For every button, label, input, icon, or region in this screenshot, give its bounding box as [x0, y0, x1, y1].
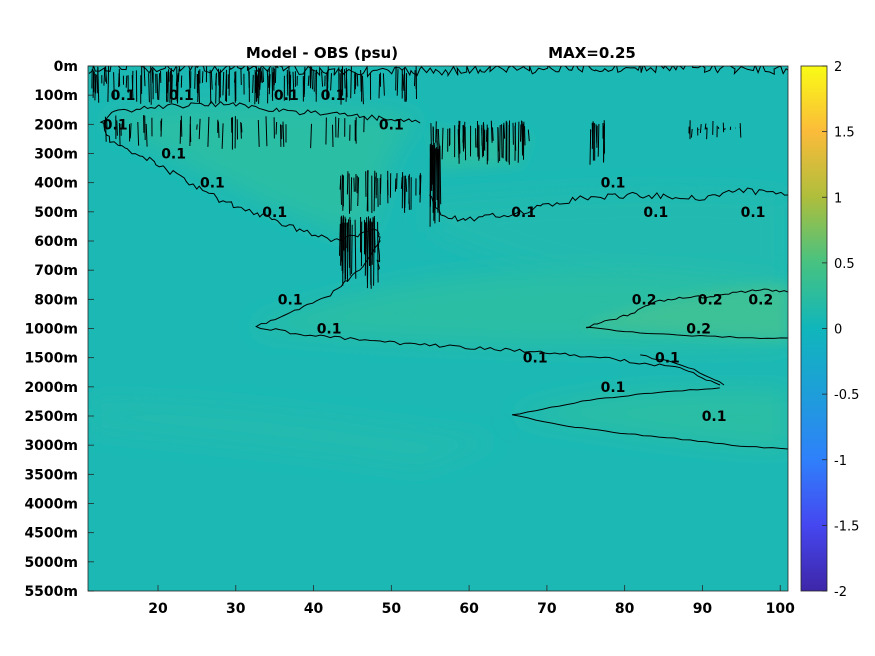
y-tick-label: 2000m: [24, 380, 78, 396]
y-tick-label: 500m: [34, 205, 78, 221]
contour-labels: 0.1 0.1 0.1 0.1 0.1 0.1 0.1 0.1 0.1 0.1 0.1 0.1 0.1 0…: [103, 88, 773, 425]
y-tick-label: 100m: [34, 88, 78, 104]
contour-label: 0.1: [262, 205, 287, 221]
colorbar-tick-label: -1.5: [834, 519, 859, 534]
contour-label: 0.1: [643, 205, 668, 221]
field-zone-max: [585, 285, 788, 340]
y-tick-label: 0m: [54, 59, 78, 75]
y-tick-label: 3500m: [24, 467, 78, 483]
contour-label: 0.1: [702, 409, 727, 425]
contour-label: 0.1: [523, 351, 548, 367]
x-tick-label: 30: [226, 601, 246, 617]
chart-title: Model - OBS (psu): [246, 44, 398, 62]
colorbar-axis: 2 1.5 1 0.5 0 -0.5 -1 -1.5 -2: [822, 60, 859, 600]
contour-label: 0.1: [321, 88, 346, 104]
y-axis: 0m 100m 200m 300m 400m 500m 600m 700m 800m 1000m 1…: [24, 59, 94, 600]
contour-label: 0.1: [317, 322, 342, 338]
contour-label: 0.1: [601, 176, 626, 192]
y-tick-label: 4500m: [24, 526, 78, 542]
y-tick-label: 5500m: [24, 584, 78, 600]
y-tick-label: 2500m: [24, 409, 78, 425]
contour-label: 0.1: [379, 117, 404, 133]
colorbar-tick-label: -0.5: [834, 388, 859, 403]
x-tick-label: 100: [766, 601, 795, 617]
contour-label: 0.1: [274, 88, 299, 104]
contour-label: 0.1: [655, 351, 680, 367]
contour-hatch-surface: [91, 66, 417, 105]
colorbar-tick-label: 0: [834, 323, 842, 338]
colorbar-tick-label: 0.5: [834, 257, 855, 272]
contour-hatch-box: [430, 120, 530, 165]
contour-lines: [88, 66, 788, 450]
contour-hatch-upper: [104, 115, 365, 150]
x-axis: 20 30 40 50 60 70 80 90 100: [148, 585, 795, 617]
max-label: MAX=0.25: [548, 44, 636, 62]
contour-label: 0.1: [111, 88, 136, 104]
x-tick-label: 70: [537, 601, 557, 617]
x-tick-label: 40: [304, 601, 324, 617]
contour-label: 0.2: [632, 292, 657, 308]
contour-0.1-bottom: [512, 387, 788, 450]
x-tick-label: 60: [459, 601, 479, 617]
contour-upper-left: [99, 100, 421, 271]
contour-label: 0.1: [161, 147, 186, 163]
contour-label: 0.1: [601, 380, 626, 396]
field-zone-bottom: [510, 388, 788, 450]
contour-label: 0.2: [748, 292, 773, 308]
plot-area: 0.1 0.1 0.1 0.1 0.1 0.1 0.1 0.1 0.1 0.1 0.1 0.1 0.1 0…: [88, 66, 788, 591]
y-tick-label: 400m: [34, 176, 78, 192]
y-tick-label: 1500m: [24, 351, 78, 367]
contour-0.1-right: [640, 354, 725, 386]
y-tick-label: 3000m: [24, 438, 78, 454]
y-tick-label: 300m: [34, 147, 78, 163]
x-tick-label: 20: [148, 601, 168, 617]
contour-hatch-column: [339, 215, 379, 289]
contour-label: 0.1: [741, 205, 766, 221]
colorbar-tick-label: 1.5: [834, 126, 855, 141]
field-zone-west: [88, 399, 500, 470]
field-shapes: [88, 103, 788, 470]
contour-surface: [88, 66, 788, 78]
x-tick-label: 80: [615, 601, 635, 617]
contour-hatch-east1: [589, 120, 605, 165]
y-tick-label: 4000m: [24, 497, 78, 513]
x-tick-label: 90: [693, 601, 713, 617]
contour-label: 0.1: [103, 117, 128, 133]
contour-label: 0.1: [200, 176, 225, 192]
contour-east-upper: [429, 187, 788, 222]
contour-hatch-east2: [688, 120, 742, 140]
contour-0.2-lower: [585, 326, 788, 340]
contour-hatch-mid: [339, 170, 422, 214]
y-tick-label: 700m: [34, 263, 78, 279]
contour-hatch-stem: [429, 140, 442, 227]
y-tick-label: 600m: [34, 234, 78, 250]
colorbar-tick-label: -1: [834, 454, 847, 469]
y-tick-label: 5000m: [24, 555, 78, 571]
y-tick-label: 800m: [34, 292, 78, 308]
colorbar-tick-label: -2: [834, 585, 847, 600]
contour-label: 0.2: [698, 292, 723, 308]
y-tick-label: 1000m: [24, 322, 78, 338]
contour-label: 0.2: [686, 322, 711, 338]
y-tick-label: 200m: [34, 117, 78, 133]
colorbar-tick-label: 1: [834, 191, 842, 206]
x-tick-label: 50: [382, 601, 402, 617]
contour-0.1-deep: [255, 240, 721, 386]
colorbar-tick-label: 2: [834, 60, 842, 75]
contour-0.2: [586, 288, 788, 329]
field-zone-east: [430, 189, 788, 300]
contour-label: 0.1: [511, 205, 536, 221]
contour-label: 0.1: [278, 292, 303, 308]
contour-label: 0.1: [169, 88, 194, 104]
